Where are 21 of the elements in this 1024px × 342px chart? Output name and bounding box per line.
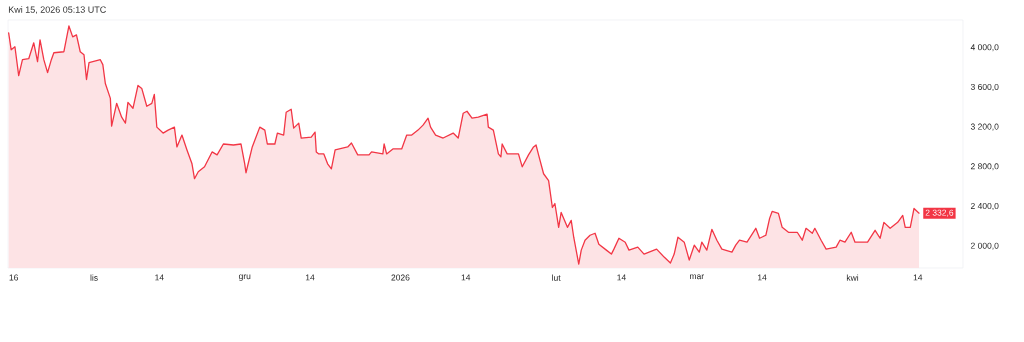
- x-tick-label: gru: [238, 274, 251, 281]
- y-tick-label: 4 000,0: [970, 44, 999, 52]
- x-tick-label: 14: [913, 274, 923, 281]
- y-tick-label: 2 400,0: [970, 202, 999, 210]
- x-tick-label: lut: [552, 274, 561, 281]
- annotation: 2 332,6: [925, 209, 954, 217]
- x-tick-label: 16: [9, 274, 19, 281]
- y-tick-label: 3 600,0: [970, 83, 999, 91]
- x-tick-label: 14: [461, 274, 471, 281]
- y-tick-label: 2 800,0: [970, 163, 999, 171]
- x-tick-label: 14: [617, 274, 626, 281]
- x-tick-label: mar: [690, 274, 704, 280]
- y-tick-label: 3 200,0: [970, 123, 999, 131]
- x-tick-label: 14: [758, 274, 767, 281]
- y-tick-label: 2 000,0: [970, 242, 999, 250]
- x-tick-label: 2026: [391, 274, 410, 281]
- chart-title: Kwi 15, 2026 05:13 UTC: [8, 6, 106, 14]
- x-tick-label: 14: [305, 274, 315, 281]
- x-tick-label: lis: [90, 274, 98, 281]
- x-tick-label: kwi: [846, 274, 859, 281]
- x-tick-label: 14: [155, 274, 164, 281]
